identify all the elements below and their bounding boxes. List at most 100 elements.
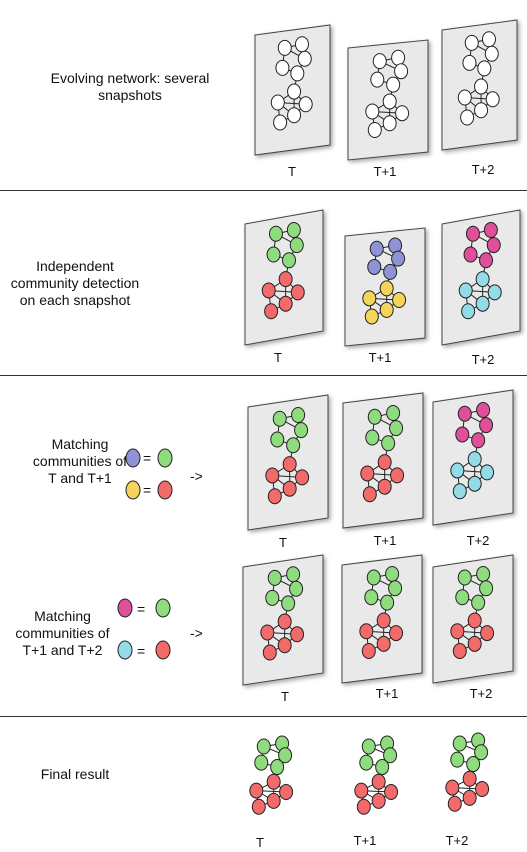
row2-snap-t2-node [483, 221, 498, 238]
row5-graph-t1-node [383, 747, 398, 764]
row5-graph-t1-node [375, 759, 390, 776]
equals-blue-green: = [143, 450, 152, 466]
row1-snap-t-node [273, 114, 288, 131]
label-row4-t1: T+1 [375, 686, 399, 701]
row1-snap-t1-node [370, 71, 385, 88]
row4-snap-t1-node [361, 643, 376, 659]
row4-snap-t-node [277, 637, 292, 654]
row2-snap-t1-node [364, 308, 379, 325]
label-row1-t1: T+1 [373, 164, 397, 179]
row1-snap-t1-node [394, 63, 409, 80]
row4-snap-t2-node [467, 635, 482, 652]
legend-green-node-2 [155, 598, 171, 618]
row1-snap-t2-node [462, 54, 477, 71]
row3-snap-t2-node [471, 432, 486, 449]
row4-snap-t-node [289, 580, 304, 597]
row1-snap-t-node [270, 94, 285, 111]
row1-snap-t1-node [391, 49, 406, 66]
row2-snap-t2-node [487, 284, 502, 301]
row1-snap-t2-node [485, 91, 500, 108]
legend-cyan-node [117, 640, 133, 660]
row4-snap-t2-node [471, 594, 486, 611]
row3-snap-t1-node [390, 467, 405, 484]
row4-snap-t1-node [376, 612, 391, 629]
row4-snap-t1-node [364, 589, 379, 606]
row2-snap-t2-node [475, 295, 490, 312]
legend-blue-node [125, 448, 141, 468]
equals-yellow-red: = [143, 482, 152, 498]
label-row5-t: T [256, 835, 264, 850]
row3-snap-t2-node [452, 483, 467, 500]
row5-graph-t-node [256, 738, 271, 755]
equals-cyan-red: = [137, 643, 146, 659]
label-row2-t: T [274, 350, 282, 365]
row1-snap-t2-node [457, 89, 472, 106]
label-row2-t2: T+2 [471, 352, 495, 367]
row5-graph-t-node [254, 754, 269, 771]
row2-snap-t-node [278, 271, 293, 288]
row3-snap-t2-node [476, 401, 491, 418]
label-row3-t2: T+2 [466, 533, 490, 548]
row4-snap-t-node [265, 589, 280, 606]
label-row1-t: T [288, 164, 296, 179]
row3-snap-t-node [272, 410, 287, 427]
row2-snap-t-node [286, 221, 301, 238]
row4-snap-t2-node [450, 623, 465, 640]
row-label-independent-detection: Independent community detection on each … [10, 258, 140, 308]
row4-snap-t1-node [359, 623, 374, 640]
row2-snap-t-node [282, 252, 297, 269]
row2-snap-t1-node [367, 258, 382, 275]
row1-snap-t2-node [474, 102, 489, 119]
row1-snap-t2-node [460, 109, 475, 126]
row1-snap-t-node [290, 65, 305, 82]
row5-graph-t1-node [371, 792, 386, 809]
legend-red-node [157, 480, 173, 500]
row3-snap-t1-node [365, 429, 380, 446]
row2-snap-t2-node [465, 225, 480, 242]
separator-1 [0, 190, 527, 191]
row5-graph-t-node [279, 784, 294, 801]
label-row3-t1: T+1 [373, 533, 397, 548]
row1-snap-t2-node [481, 31, 496, 48]
row2-snap-t2-node [486, 237, 501, 254]
row2-snap-t2-node [461, 303, 476, 320]
row2-snap-t1-node [391, 250, 406, 267]
row5-graph-t2-node [450, 751, 465, 768]
row4-snap-t-node [286, 566, 301, 583]
label-row5-t1: T+1 [353, 833, 377, 848]
arrow-matching-2: -> [190, 625, 203, 641]
row3-snap-t-node [286, 437, 301, 454]
row3-snap-t-node [282, 456, 297, 473]
row5-graph-t2-node [475, 781, 490, 798]
row5-graph-t2-node [466, 756, 481, 773]
row1-snap-t-node [275, 59, 290, 76]
row2-snap-t-node [289, 237, 304, 254]
row5-graph-t2-node [452, 735, 467, 752]
row1-snap-t2-node [477, 60, 492, 77]
row2-snap-t1-node [362, 290, 377, 307]
row4-snap-t-node [267, 569, 282, 586]
row5-graph-t1-node [356, 798, 371, 815]
row4-snap-t2-node [457, 569, 472, 586]
row2-snap-t2-node [463, 246, 478, 263]
label-row2-t1: T+1 [368, 350, 392, 365]
row3-snap-t2-node [455, 426, 470, 443]
row2-snap-t-node [266, 246, 281, 263]
row1-snap-t1-node [386, 76, 401, 93]
label-row5-t2: T+2 [445, 833, 469, 848]
row2-snap-t1-node [392, 291, 407, 308]
row1-snap-t-node [287, 107, 302, 124]
row5-graph-t2-node [445, 779, 460, 796]
row1-snap-t-node [287, 83, 302, 100]
row3-snap-t-node [265, 467, 280, 484]
row5-graph-t-node [270, 759, 285, 776]
row3-snap-t2-node [467, 475, 482, 492]
separator-2 [0, 375, 527, 376]
separator-3 [0, 716, 527, 717]
row5-graph-t-node [278, 747, 293, 764]
row3-snap-t2-node [479, 417, 494, 434]
row3-snap-t2-node [467, 451, 482, 468]
row3-snap-t1-node [367, 408, 382, 425]
legend-yellow-node [125, 480, 141, 500]
row4-snap-t1-node [389, 625, 404, 642]
